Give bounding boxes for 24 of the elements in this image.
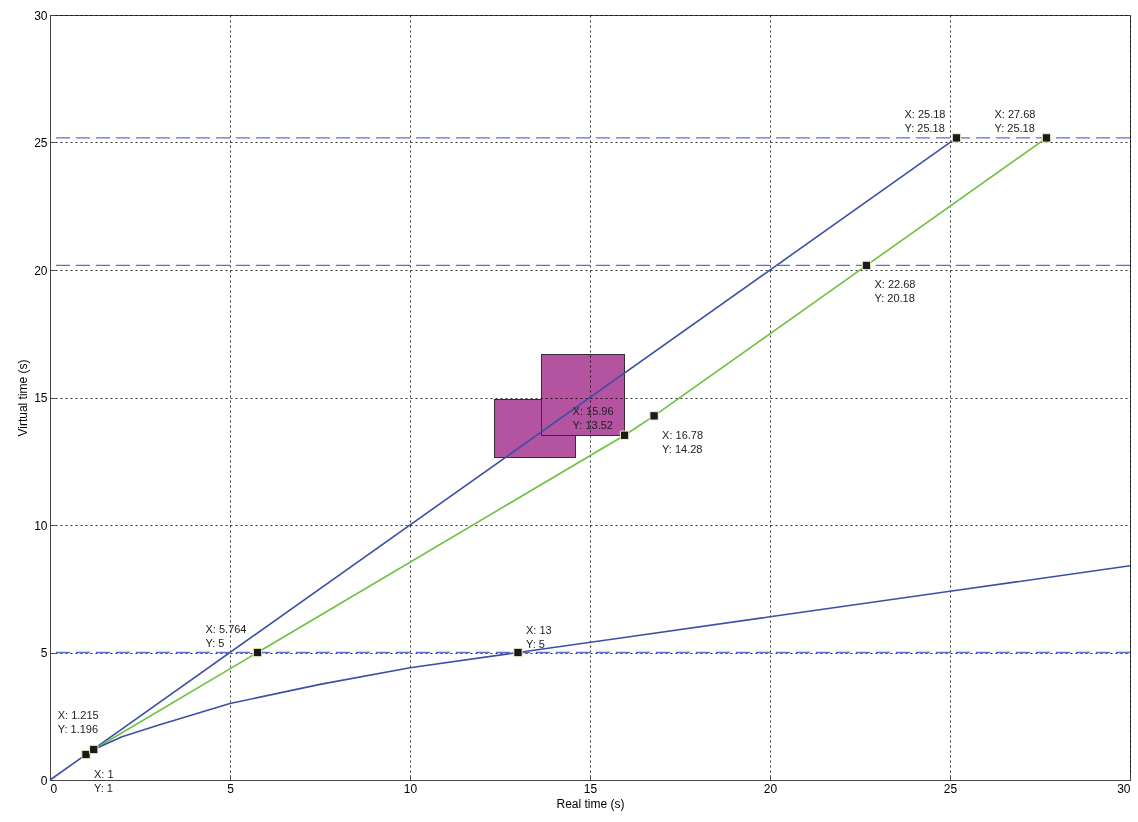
x-tick-label: 10: [403, 781, 418, 796]
x-tick-label: 0: [50, 781, 58, 796]
annotation: X: 25.18 Y: 25.18: [904, 107, 946, 134]
annotation: X: 1 Y: 1: [94, 767, 114, 794]
x-tick-label: 5: [227, 781, 235, 796]
x-axis-title: Real time (s): [556, 796, 625, 811]
annotation: X: 22.68 Y: 20.18: [874, 278, 916, 305]
y-tick-label: 15: [34, 391, 48, 405]
x-tick-label: 25: [943, 781, 958, 796]
annotation: X: 15.96 Y: 13.52: [572, 405, 614, 432]
y-axis-title: Virtual time (s): [16, 359, 31, 437]
y-tick-label: 30: [34, 8, 48, 23]
y-tick-label: 20: [34, 263, 48, 278]
y-tick-label: 25: [34, 136, 48, 150]
x-tick-label: 20: [763, 781, 778, 796]
annotation: X: 5.764 Y: 5: [205, 622, 247, 649]
x-tick-label: 15: [583, 781, 598, 796]
y-tick-label: 10: [34, 518, 48, 533]
annotation: X: 13 Y: 5: [526, 623, 552, 650]
y-tick-label: 5: [40, 646, 48, 660]
annotation: X: 16.78 Y: 14.28: [662, 428, 704, 455]
x-tick-label: 30: [1117, 781, 1131, 796]
annotation: X: 27.68 Y: 25.18: [994, 107, 1036, 134]
annotation: X: 1.215 Y: 1.196: [57, 708, 99, 735]
